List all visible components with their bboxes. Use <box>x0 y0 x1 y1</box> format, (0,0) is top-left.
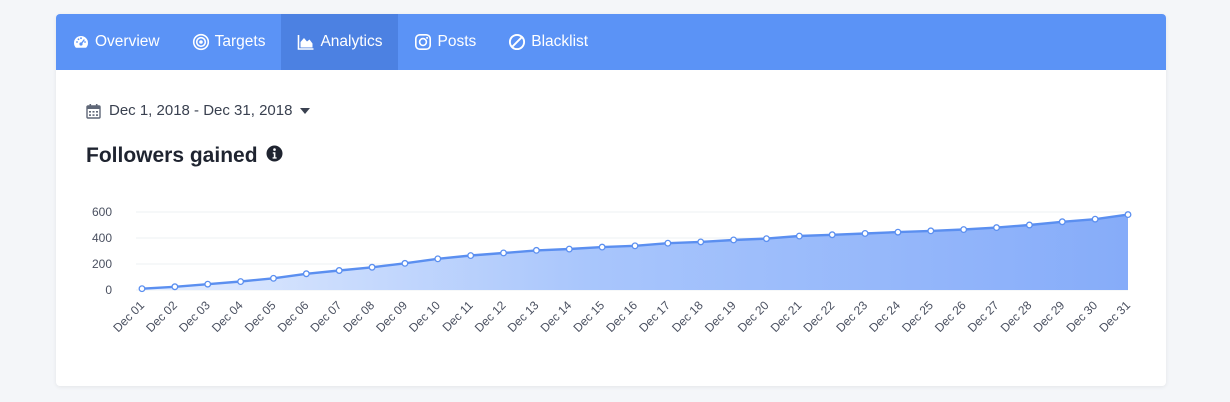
x-tick-label: Dec 09 <box>373 298 410 335</box>
data-point[interactable] <box>270 274 277 282</box>
analytics-card: Overview Targets Analytics Posts Blackli… <box>56 14 1166 386</box>
x-tick-label: Dec 20 <box>735 298 772 335</box>
data-point[interactable] <box>993 224 1000 232</box>
data-point[interactable] <box>1091 215 1099 223</box>
data-point[interactable] <box>960 226 968 233</box>
dashboard-icon <box>72 33 90 51</box>
data-point[interactable] <box>927 227 935 235</box>
x-tick-label: Dec 10 <box>406 298 443 335</box>
x-tick-label: Dec 25 <box>899 298 936 335</box>
data-point[interactable] <box>237 278 245 285</box>
tab-label: Targets <box>214 33 266 50</box>
caret-down-icon <box>300 107 311 114</box>
data-point[interactable] <box>861 230 869 237</box>
ban-icon <box>508 33 526 51</box>
x-tick-label: Dec 07 <box>308 298 345 335</box>
data-point[interactable] <box>467 252 475 259</box>
data-point[interactable] <box>828 231 836 239</box>
data-point[interactable] <box>1124 211 1132 219</box>
x-tick-label: Dec 31 <box>1096 298 1133 335</box>
data-point[interactable] <box>138 285 146 293</box>
x-tick-label: Dec 27 <box>965 298 1002 335</box>
tab-blacklist[interactable]: Blacklist <box>492 14 604 70</box>
x-tick-label: Dec 08 <box>340 298 377 335</box>
x-tick-label: Dec 06 <box>275 298 312 335</box>
tab-analytics[interactable]: Analytics <box>281 14 399 70</box>
data-point[interactable] <box>401 259 409 267</box>
tab-posts[interactable]: Posts <box>398 14 492 70</box>
series-area <box>142 214 1128 290</box>
data-point[interactable] <box>302 270 310 278</box>
data-point[interactable] <box>532 246 540 254</box>
data-point[interactable] <box>335 267 343 274</box>
x-tick-label: Dec 30 <box>1063 298 1100 335</box>
y-tick-label: 600 <box>92 205 112 219</box>
y-tick-label: 200 <box>92 257 112 271</box>
x-tick-label: Dec 11 <box>440 298 476 334</box>
tab-label: Posts <box>437 33 477 50</box>
data-point[interactable] <box>171 283 179 291</box>
y-tick-label: 400 <box>92 231 112 245</box>
x-tick-label: Dec 01 <box>110 298 147 335</box>
x-tick-label: Dec 16 <box>603 298 640 335</box>
x-tick-label: Dec 15 <box>570 298 607 335</box>
data-point[interactable] <box>730 236 738 244</box>
x-tick-label: Dec 03 <box>176 298 213 335</box>
data-point[interactable] <box>500 249 507 257</box>
tab-label: Blacklist <box>531 33 589 50</box>
x-tick-label: Dec 13 <box>505 298 542 335</box>
x-tick-label: Dec 29 <box>1031 298 1068 335</box>
info-circle-icon[interactable] <box>266 144 283 168</box>
data-point[interactable] <box>565 245 573 253</box>
x-tick-label: Dec 23 <box>833 298 870 335</box>
data-point[interactable] <box>204 280 212 288</box>
x-tick-label: Dec 22 <box>801 298 838 335</box>
x-tick-label: Dec 17 <box>636 298 673 335</box>
tab-label: Overview <box>95 33 160 50</box>
data-point[interactable] <box>598 243 606 251</box>
data-point[interactable] <box>664 239 672 247</box>
date-range-label: Dec 1, 2018 - Dec 31, 2018 <box>109 102 293 119</box>
section-title: Followers gained <box>86 144 283 168</box>
data-point[interactable] <box>1058 218 1066 226</box>
x-tick-label: Dec 14 <box>538 298 575 335</box>
x-tick-label: Dec 24 <box>866 298 903 335</box>
date-range-picker[interactable]: Dec 1, 2018 - Dec 31, 2018 <box>86 102 311 119</box>
tab-label: Analytics <box>320 33 383 50</box>
target-icon <box>192 33 210 51</box>
tab-bar: Overview Targets Analytics Posts Blackli… <box>56 14 1166 70</box>
x-tick-label: Dec 04 <box>209 298 246 335</box>
data-point[interactable] <box>763 235 770 243</box>
calendar-icon <box>86 103 101 119</box>
x-tick-label: Dec 28 <box>998 298 1035 335</box>
y-tick-label: 0 <box>105 283 112 297</box>
data-point[interactable] <box>368 263 376 271</box>
instagram-icon <box>414 33 432 51</box>
tab-overview[interactable]: Overview <box>56 14 176 70</box>
data-point[interactable] <box>1025 221 1033 229</box>
data-point[interactable] <box>697 238 705 246</box>
area-chart-icon <box>297 33 315 51</box>
x-tick-label: Dec 12 <box>472 298 509 335</box>
x-tick-label: Dec 19 <box>702 298 739 335</box>
x-tick-label: Dec 18 <box>669 298 706 335</box>
section-title-text: Followers gained <box>86 144 258 167</box>
x-tick-label: Dec 05 <box>242 298 279 335</box>
data-point[interactable] <box>894 228 902 236</box>
x-tick-label: Dec 26 <box>932 298 969 335</box>
tab-targets[interactable]: Targets <box>176 14 282 70</box>
x-tick-label: Dec 02 <box>143 298 180 335</box>
data-point[interactable] <box>434 255 442 263</box>
data-point[interactable] <box>631 242 639 250</box>
data-point[interactable] <box>795 232 803 240</box>
x-tick-label: Dec 21 <box>768 298 805 335</box>
followers-chart: 0 200 400 600 Dec 01 Dec 02 Dec 03 Dec 04 Dec 05… <box>56 194 1166 384</box>
